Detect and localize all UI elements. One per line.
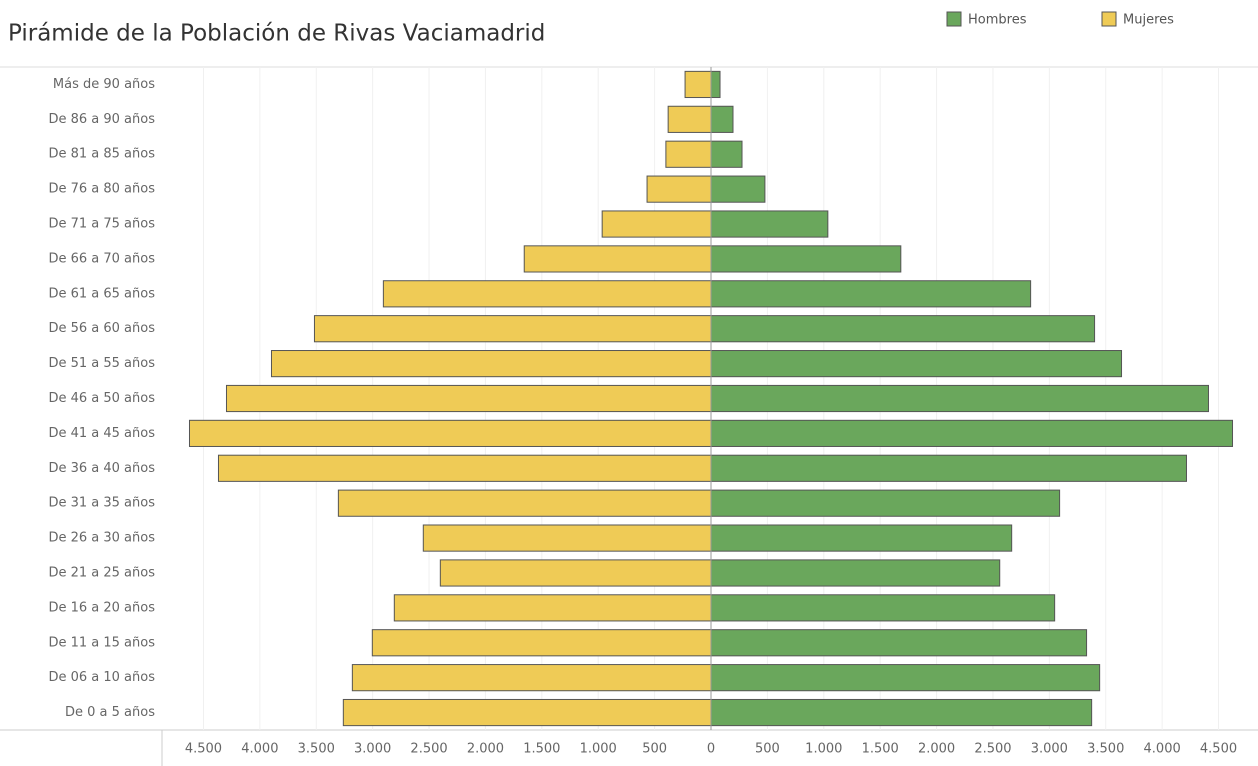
bar bbox=[351, 664, 712, 692]
x-tick-label: 2.500 bbox=[974, 742, 1011, 757]
bar bbox=[710, 419, 1234, 447]
x-tick-label: 4.500 bbox=[185, 742, 222, 757]
x-tick-label: 500 bbox=[755, 742, 780, 757]
y-tick-label: De 61 a 65 años bbox=[48, 286, 155, 301]
x-tick-label: 1.500 bbox=[862, 742, 899, 757]
x-tick-label: 500 bbox=[642, 742, 667, 757]
legend-swatch bbox=[1101, 11, 1117, 27]
y-tick-label: De 41 a 45 años bbox=[48, 426, 155, 441]
bar bbox=[710, 489, 1061, 517]
bar bbox=[337, 489, 712, 517]
x-tick-label: 0 bbox=[707, 742, 715, 757]
x-tick-label: 4.000 bbox=[1144, 742, 1181, 757]
y-tick-label: De 36 a 40 años bbox=[48, 461, 155, 476]
bar bbox=[710, 175, 766, 203]
bar bbox=[422, 524, 712, 552]
bar bbox=[710, 245, 902, 273]
bar bbox=[710, 594, 1056, 622]
bar bbox=[710, 70, 721, 99]
y-tick-label: De 56 a 60 años bbox=[48, 321, 155, 336]
bar bbox=[710, 140, 743, 168]
bar bbox=[710, 105, 734, 133]
bar bbox=[393, 594, 712, 622]
y-tick-label: De 21 a 25 años bbox=[48, 565, 155, 580]
bar bbox=[439, 559, 712, 587]
x-tick-label: 1.500 bbox=[523, 742, 560, 757]
y-tick-label: De 51 a 55 años bbox=[48, 356, 155, 371]
bar bbox=[225, 384, 712, 413]
bar bbox=[646, 175, 712, 203]
bar bbox=[188, 419, 712, 447]
bar bbox=[667, 105, 712, 133]
x-tick-label: 3.500 bbox=[298, 742, 335, 757]
bar bbox=[665, 140, 712, 168]
bar bbox=[313, 315, 712, 343]
bar bbox=[217, 454, 712, 482]
x-tick-label: 1.000 bbox=[580, 742, 617, 757]
y-tick-label: De 06 a 10 años bbox=[48, 670, 155, 685]
y-tick-label: De 81 a 85 años bbox=[48, 147, 155, 162]
bar bbox=[523, 245, 712, 273]
y-tick-label: De 0 a 5 años bbox=[65, 705, 155, 720]
x-tick-label: 1.000 bbox=[805, 742, 842, 757]
y-tick-label: De 76 a 80 años bbox=[48, 182, 155, 197]
y-tick-label: Más de 90 años bbox=[53, 77, 155, 92]
x-tick-label: 2.500 bbox=[410, 742, 447, 757]
bar bbox=[710, 280, 1032, 308]
x-tick-label: 4.500 bbox=[1200, 742, 1237, 757]
x-tick-label: 2.000 bbox=[467, 742, 504, 757]
bar bbox=[342, 698, 712, 727]
x-tick-label: 2.000 bbox=[918, 742, 955, 757]
chart-title: Pirámide de la Población de Rivas Vaciam… bbox=[8, 21, 545, 47]
bar bbox=[371, 629, 712, 657]
x-tick-label: 3.500 bbox=[1087, 742, 1124, 757]
y-tick-label: De 71 a 75 años bbox=[48, 217, 155, 232]
y-tick-label: De 26 a 30 años bbox=[48, 531, 155, 546]
bar bbox=[710, 629, 1088, 657]
y-tick-label: De 11 a 15 años bbox=[48, 635, 155, 650]
legend-label: Mujeres bbox=[1123, 13, 1174, 28]
y-tick-label: De 66 a 70 años bbox=[48, 251, 155, 266]
bar bbox=[710, 315, 1096, 343]
bar bbox=[601, 210, 712, 238]
x-tick-label: 3.000 bbox=[354, 742, 391, 757]
bar bbox=[710, 524, 1013, 552]
x-tick-label: 4.000 bbox=[241, 742, 278, 757]
legend-swatch bbox=[946, 11, 962, 27]
bar bbox=[710, 350, 1123, 378]
x-tick-label: 3.000 bbox=[1031, 742, 1068, 757]
bar bbox=[710, 698, 1093, 727]
y-tick-label: De 86 a 90 años bbox=[48, 112, 155, 127]
bar bbox=[270, 350, 712, 378]
bar bbox=[710, 559, 1001, 587]
bar bbox=[710, 210, 829, 238]
y-tick-label: De 16 a 20 años bbox=[48, 600, 155, 615]
bar bbox=[710, 664, 1101, 692]
bar bbox=[710, 454, 1187, 482]
bar bbox=[710, 384, 1209, 413]
y-tick-label: De 31 a 35 años bbox=[48, 496, 155, 511]
y-tick-label: De 46 a 50 años bbox=[48, 391, 155, 406]
bar bbox=[684, 70, 712, 99]
bar bbox=[382, 280, 712, 308]
legend-label: Hombres bbox=[968, 13, 1027, 28]
